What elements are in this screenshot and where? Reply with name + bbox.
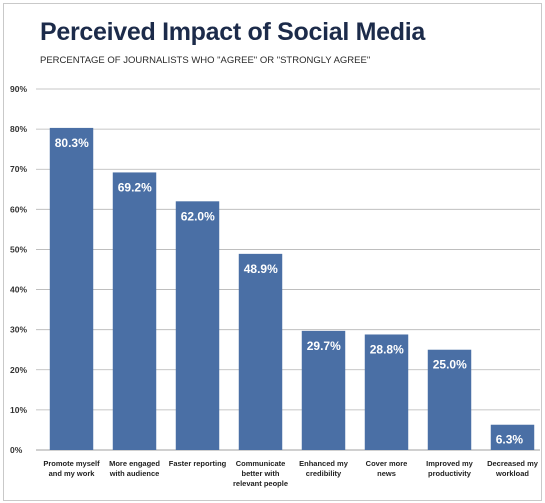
category-label: relevant people [233, 479, 288, 488]
data-label: 48.9% [244, 262, 278, 276]
category-label: productivity [428, 469, 472, 478]
bar [175, 201, 220, 450]
y-tick-label: 80% [10, 124, 27, 134]
data-label: 25.0% [433, 358, 467, 372]
bar [427, 349, 472, 450]
category-label: Cover more [366, 459, 408, 468]
bar [112, 172, 157, 451]
chart-title: Perceived Impact of Social Media [40, 18, 425, 46]
y-tick-label: 90% [10, 84, 27, 94]
category-label: and my work [49, 469, 96, 478]
bar [49, 127, 94, 450]
data-label: 69.2% [118, 180, 152, 194]
y-tick-label: 60% [10, 204, 27, 214]
bar [490, 424, 535, 450]
y-tick-label: 40% [10, 285, 27, 295]
y-tick-label: 10% [10, 405, 27, 415]
category-label: workload [495, 469, 529, 478]
category-label: More engaged [109, 459, 160, 468]
category-label: Improved my [426, 459, 474, 468]
bar [364, 334, 409, 450]
y-tick-label: 70% [10, 164, 27, 174]
category-label: better with [242, 469, 280, 478]
y-tick-label: 30% [10, 325, 27, 335]
y-tick-label: 50% [10, 244, 27, 254]
data-label: 6.3% [496, 433, 524, 447]
bar [301, 330, 346, 450]
chart-subtitle: PERCENTAGE OF JOURNALISTS WHO "AGREE" OR… [40, 55, 371, 66]
category-label: credibility [306, 469, 342, 478]
category-label: Enhanced my [299, 459, 349, 468]
data-label: 80.3% [55, 136, 89, 150]
category-label: Decreased my [487, 459, 539, 468]
category-label: Faster reporting [169, 459, 227, 468]
category-label: with audience [109, 469, 160, 478]
data-label: 29.7% [307, 339, 341, 353]
category-label: news [377, 469, 396, 478]
category-label: Communicate [236, 459, 286, 468]
bar [238, 253, 283, 450]
data-label: 62.0% [181, 209, 215, 223]
y-tick-label: 20% [10, 365, 27, 375]
data-label: 28.8% [370, 342, 404, 356]
category-label: Promote myself [43, 459, 100, 468]
y-tick-label: 0% [10, 445, 23, 455]
